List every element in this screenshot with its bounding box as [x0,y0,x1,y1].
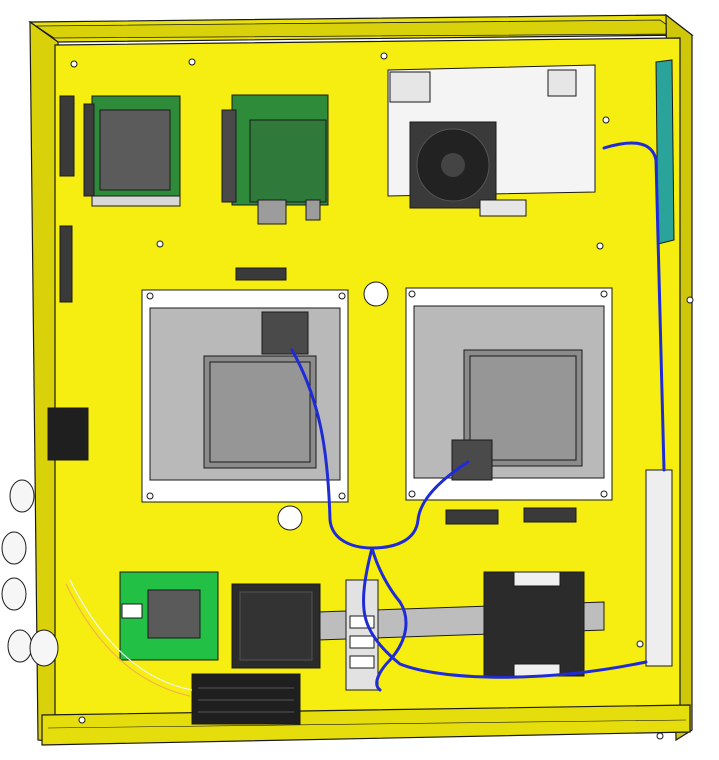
panel-round-connectors [1,479,59,667]
pcb-board-bottom-left [119,571,219,661]
panel-hole-bottom [277,505,303,531]
heatsink-left [141,289,349,503]
left-connector-strip-1 [59,95,75,177]
left-terminal-block [47,407,89,461]
pcb-board-top-middle [221,94,329,225]
cable-clip-3 [523,507,577,523]
blue-cables [290,141,666,692]
cable-clip-1 [235,267,287,281]
terminal-blocks [345,579,379,691]
pcb-board-top-left [83,95,181,207]
panel-hole-top [363,281,389,307]
relay-module [231,583,321,669]
screw-icon [70,52,694,740]
connector-icon [261,311,309,355]
right-terminal-strip [645,469,673,667]
cable-clip-2 [445,509,499,525]
bottom-heatsink [191,673,301,725]
din-power-supply [483,571,585,677]
thin-wires [65,579,193,697]
heatsink-right [405,287,613,501]
left-connector-strip-2 [59,225,73,303]
power-supply-with-fan [387,64,596,217]
